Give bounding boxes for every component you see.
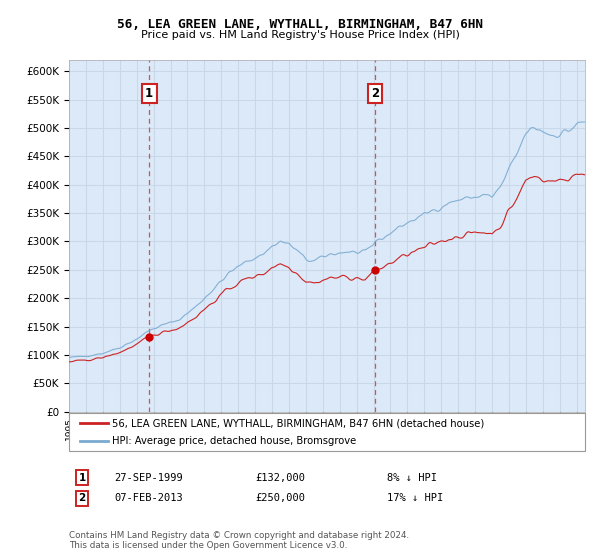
Text: 07-FEB-2013: 07-FEB-2013	[114, 493, 183, 503]
Text: 1: 1	[79, 473, 86, 483]
Text: 17% ↓ HPI: 17% ↓ HPI	[387, 493, 443, 503]
Text: 1: 1	[145, 87, 153, 100]
Text: 56, LEA GREEN LANE, WYTHALL, BIRMINGHAM, B47 6HN (detached house): 56, LEA GREEN LANE, WYTHALL, BIRMINGHAM,…	[112, 418, 484, 428]
Text: 8% ↓ HPI: 8% ↓ HPI	[387, 473, 437, 483]
Text: £250,000: £250,000	[255, 493, 305, 503]
Text: HPI: Average price, detached house, Bromsgrove: HPI: Average price, detached house, Brom…	[112, 436, 356, 446]
Text: 2: 2	[79, 493, 86, 503]
Text: 2: 2	[371, 87, 379, 100]
Text: 27-SEP-1999: 27-SEP-1999	[114, 473, 183, 483]
Text: Contains HM Land Registry data © Crown copyright and database right 2024.
This d: Contains HM Land Registry data © Crown c…	[69, 531, 409, 550]
Text: £132,000: £132,000	[255, 473, 305, 483]
Text: Price paid vs. HM Land Registry's House Price Index (HPI): Price paid vs. HM Land Registry's House …	[140, 30, 460, 40]
Text: 56, LEA GREEN LANE, WYTHALL, BIRMINGHAM, B47 6HN: 56, LEA GREEN LANE, WYTHALL, BIRMINGHAM,…	[117, 18, 483, 31]
